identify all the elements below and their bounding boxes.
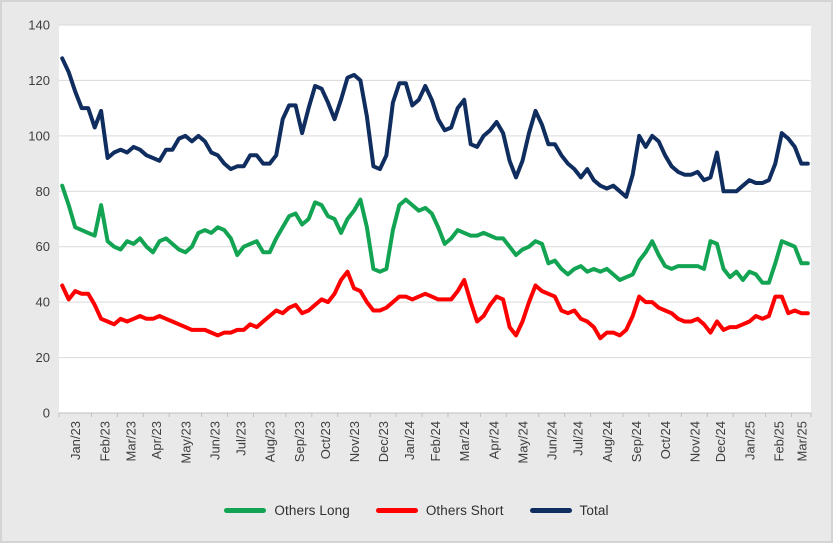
y-axis-tick-label: 20 [36, 350, 50, 365]
series-line-total [60, 56, 810, 199]
y-axis-tick-label: 140 [28, 18, 50, 33]
x-axis-month-label: Dec/24 [713, 421, 728, 462]
legend-item-others-short: Others Short [375, 502, 504, 518]
x-axis-month-label: Mar/24 [457, 421, 472, 461]
x-axis-month-label: Jan/23 [68, 421, 83, 460]
x-axis-month-label: Oct/24 [658, 421, 673, 459]
y-axis-tick-label: 120 [28, 73, 50, 88]
x-axis-month-label: Mar/23 [123, 421, 138, 461]
chart-legend: Others Long Others Short Total [2, 498, 831, 522]
legend-label-total: Total [579, 502, 609, 518]
x-axis-month-label: Aug/24 [600, 421, 615, 462]
x-axis-month-label: Nov/24 [687, 421, 702, 462]
x-axis-month-label: Aug/23 [263, 421, 278, 462]
x-axis-month-label: Dec/23 [376, 421, 391, 462]
y-axis-tick-label: 60 [36, 239, 50, 254]
x-axis-month-label: Jun/23 [208, 421, 223, 460]
x-axis-month-label: May/23 [178, 421, 193, 464]
x-axis-month-label: Sep/24 [629, 421, 644, 462]
x-axis-month-label: Jul/23 [234, 421, 249, 456]
x-axis-month-label: Feb/24 [428, 421, 443, 461]
x-axis-month-label: Feb/25 [772, 421, 787, 461]
others-short-line-swatch [375, 507, 418, 513]
x-axis-month-label: Jul/24 [571, 421, 586, 456]
y-axis-tick-label: 100 [28, 128, 50, 143]
series-line-others-long [60, 183, 810, 285]
legend-label-others-long: Others Long [274, 502, 350, 518]
x-axis-month-label: Nov/23 [347, 421, 362, 462]
y-axis-tick-label: 40 [36, 295, 50, 310]
x-axis-month-label: Sep/23 [292, 421, 307, 462]
series-line-others-short [60, 269, 810, 341]
x-axis-month-label: Oct/23 [318, 421, 333, 459]
x-axis-month-label: Mar/25 [794, 421, 809, 461]
y-axis-tick-label: 80 [36, 184, 50, 199]
x-axis-month-label: Apr/23 [149, 421, 164, 459]
x-axis-month-label: Jan/24 [402, 421, 417, 460]
x-axis-month-label: Apr/24 [486, 421, 501, 459]
x-axis-month-label: May/24 [516, 421, 531, 464]
legend-item-total: Total [529, 502, 609, 518]
x-axis-month-label: Feb/23 [97, 421, 112, 461]
legend-item-others-long: Others Long [224, 502, 350, 518]
y-axis-tick-label: 0 [43, 406, 50, 421]
x-axis-month-label: Jun/24 [545, 421, 560, 460]
total-line-swatch [529, 507, 572, 513]
x-axis-month-label: Jan/25 [742, 421, 757, 460]
others-long-line-swatch [224, 507, 267, 513]
legend-label-others-short: Others Short [425, 502, 504, 518]
